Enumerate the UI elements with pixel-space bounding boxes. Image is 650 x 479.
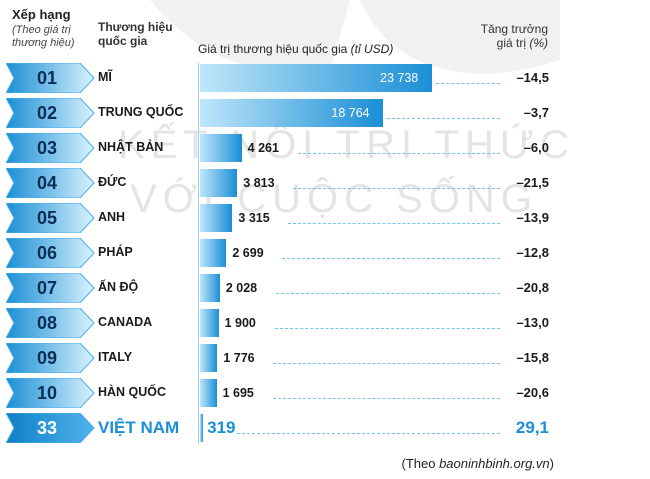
value-title-text: Giá trị thương hiệu quốc gia [198, 42, 348, 56]
growth-unit-text: (%) [529, 36, 548, 50]
country-label: ĐỨC [98, 175, 127, 189]
value-label: 1 900 [224, 316, 256, 330]
rank-number: 03 [36, 138, 58, 158]
leader-line [282, 258, 500, 259]
value-label: 23 738 [380, 71, 419, 85]
growth-label: –20,8 [516, 280, 549, 295]
country-label: HÀN QUỐC [98, 385, 167, 399]
country-label: ANH [98, 210, 126, 224]
value-label: 3 315 [238, 211, 270, 225]
growth-column-title: Tăng trưởng giá trị (%) [481, 22, 548, 50]
rank-number: 07 [36, 278, 58, 298]
value-axis-line [198, 63, 199, 444]
leader-line [436, 83, 500, 84]
value-label: 4 261 [247, 141, 279, 155]
value-unit-text: (tỉ USD) [350, 42, 394, 56]
rank-badge [6, 168, 95, 198]
value-label: 3 813 [243, 176, 275, 190]
rank-number: 09 [36, 348, 58, 368]
rank-badge [6, 378, 95, 408]
leader-line [387, 118, 500, 119]
country-label: ITALY [98, 350, 133, 364]
country-label: TRUNG QUỐC [98, 105, 184, 119]
leader-line [288, 223, 500, 224]
rank-column-subtitle: (Theo giá trị thương hiệu) [12, 24, 75, 49]
leader-line [293, 188, 500, 189]
growth-sub-text: giá trị [496, 36, 526, 50]
leader-line [275, 293, 500, 294]
value-column-title: Giá trị thương hiệu quốc gia (tỉ USD) [198, 42, 393, 56]
rank-number: 33 [36, 418, 58, 438]
rank-number: 02 [36, 103, 58, 123]
rank-badge [6, 203, 95, 233]
rank-badge [6, 63, 95, 93]
value-bar [200, 309, 219, 337]
value-bar [200, 274, 220, 302]
country-label: PHÁP [98, 245, 133, 259]
value-bar [200, 99, 384, 127]
rank-number: 01 [36, 68, 58, 88]
leader-line [272, 398, 500, 399]
rank-number: 05 [36, 208, 58, 228]
growth-label: –13,0 [516, 315, 549, 330]
growth-title-text: Tăng trưởng [480, 22, 548, 36]
country-label: NHẬT BẢN [98, 140, 164, 154]
value-bar [200, 239, 227, 267]
growth-label: –21,5 [516, 175, 549, 190]
growth-label: –15,8 [516, 350, 549, 365]
rank-badge [6, 308, 95, 338]
growth-label: –6,0 [523, 140, 549, 155]
leader-line [237, 433, 500, 434]
rank-number: 10 [36, 383, 58, 403]
country-label: ẤN ĐỘ [98, 280, 139, 294]
source-note: (Theo baoninhbinh.org.vn) [401, 456, 554, 471]
value-label: 18 764 [331, 106, 370, 120]
country-label: VIỆT NAM [98, 418, 180, 437]
value-bar [200, 169, 238, 197]
value-bar [200, 379, 217, 407]
watermark-line1: KẾT NỐI TRI THỨC [118, 121, 575, 167]
growth-label: –14,5 [516, 70, 549, 85]
rank-badge [6, 238, 95, 268]
rank-column-title: Xếp hạng [12, 7, 71, 22]
rank-number: 04 [36, 173, 58, 193]
source-suffix: ) [549, 456, 554, 471]
value-label: 1 776 [223, 351, 255, 365]
watermark-line2: VỚI CUỘC SỐNG [130, 175, 538, 221]
country-label: MĨ [98, 70, 112, 84]
growth-label: 29,1 [515, 418, 549, 437]
source-site: baoninhbinh.org.vn [439, 456, 550, 471]
value-bar [200, 64, 432, 92]
rank-badge [6, 98, 95, 128]
growth-label: –12,8 [516, 245, 549, 260]
value-label: 2 028 [225, 281, 258, 295]
rank-badge [6, 273, 95, 303]
value-label: 319 [207, 418, 236, 437]
value-label: 1 695 [222, 386, 254, 400]
value-bar [200, 204, 233, 232]
country-label: CANADA [98, 315, 153, 329]
value-bar [200, 134, 242, 162]
leader-line [274, 328, 500, 329]
leader-line [273, 363, 500, 364]
rank-badge [6, 413, 95, 443]
brand-column-title: Thương hiệu quốc gia [98, 20, 173, 48]
value-bar [200, 414, 204, 442]
growth-label: –20,6 [516, 385, 549, 400]
leader-line [297, 153, 500, 154]
value-bar [200, 344, 218, 372]
rank-badge [6, 343, 95, 373]
rank-badge [6, 133, 95, 163]
source-prefix: (Theo [401, 456, 440, 471]
value-label: 2 699 [232, 246, 264, 260]
rank-number: 08 [36, 313, 58, 333]
rank-number: 06 [36, 243, 58, 263]
growth-label: –13,9 [516, 210, 549, 225]
growth-label: –3,7 [523, 105, 549, 120]
